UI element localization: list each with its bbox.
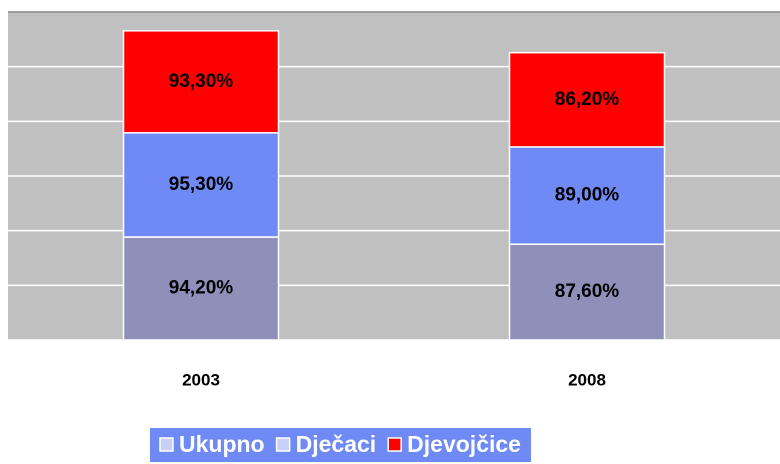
legend-background (150, 428, 531, 462)
legend-swatch (159, 437, 174, 452)
x-tick-label: 2003 (182, 370, 220, 389)
legend-label: Dječaci (296, 431, 377, 457)
legend-label: Djevojčice (407, 431, 521, 457)
legend-label: Ukupno (179, 431, 265, 457)
data-label: 87,60% (555, 281, 620, 302)
x-tick-label: 2008 (568, 370, 606, 389)
legend-swatch (275, 437, 291, 452)
data-label: 95,30% (169, 174, 234, 195)
legend-swatch (387, 437, 402, 452)
bar-segment (508, 146, 666, 245)
bar-segment (122, 132, 280, 238)
data-label: 94,20% (169, 278, 234, 299)
bar-segment (122, 30, 280, 134)
bar-segment (508, 51, 666, 148)
bar-segment (508, 243, 666, 341)
data-label: 89,00% (555, 185, 620, 206)
legend: Ukupno Dječaci Djevojčice (150, 428, 531, 462)
data-label: 86,20% (555, 89, 620, 110)
data-label: 93,30% (169, 71, 234, 92)
